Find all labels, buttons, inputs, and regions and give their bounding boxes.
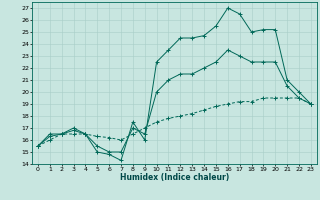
X-axis label: Humidex (Indice chaleur): Humidex (Indice chaleur) (120, 173, 229, 182)
